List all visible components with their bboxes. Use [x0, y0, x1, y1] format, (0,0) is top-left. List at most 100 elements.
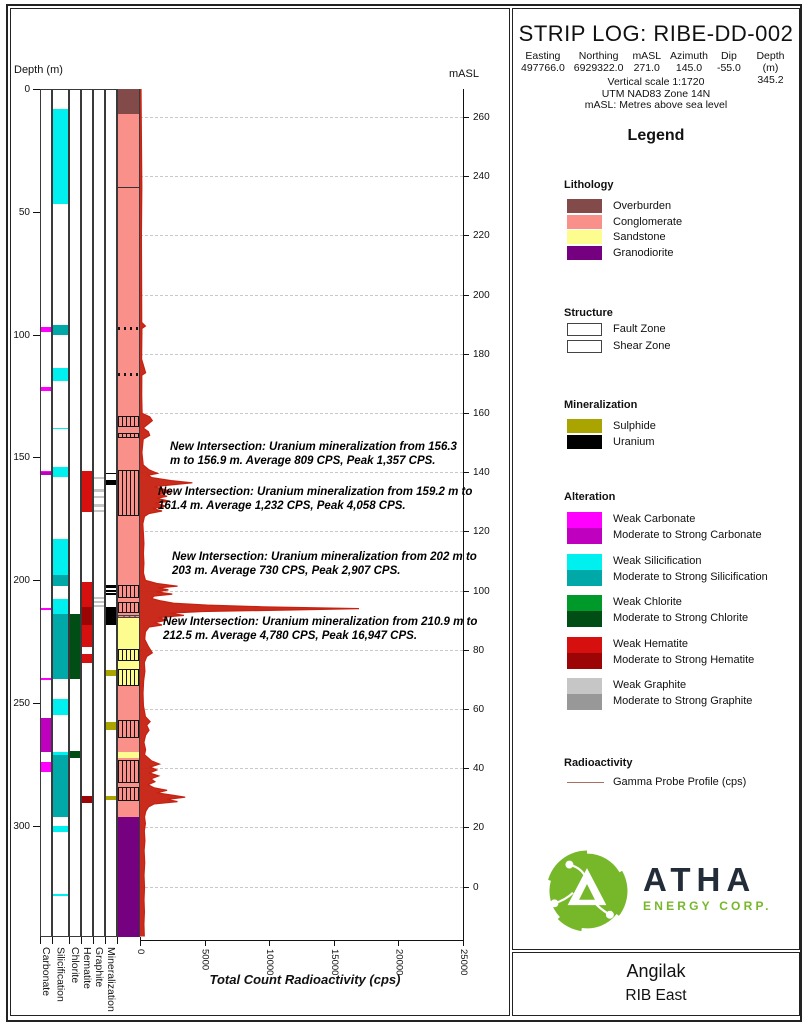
atha-logo-icon [543, 847, 628, 935]
alteration-silicification-strong [53, 575, 68, 587]
legend-label-strong: Moderate to Strong Chlorite [613, 612, 749, 624]
alteration-hematite-weak [82, 624, 92, 647]
depth-tick [33, 334, 40, 336]
masl-tick-label: 120 [473, 526, 490, 538]
structure-stipple-zone [118, 326, 139, 330]
radioactivity-tick-label: 15000 [328, 949, 340, 976]
gamma-profile-curve [140, 88, 360, 937]
legend-swatch-shear-zone [567, 340, 602, 353]
legend-section-structure: Structure [564, 307, 613, 319]
alteration-carbonate-weak [41, 470, 51, 473]
alteration-carbonate-weak [41, 762, 51, 772]
depth-tick-label: 150 [13, 452, 30, 464]
mineralization-uranium [106, 589, 116, 592]
structure-fault-zone [118, 786, 139, 802]
track-label-mineralization: Mineralization [105, 947, 117, 1012]
collar-field: Depth (m) 345.2 [750, 50, 791, 86]
masl-tick [463, 768, 469, 770]
legend-swatch-overburden [567, 199, 602, 213]
masl-tick-label: 0 [473, 881, 479, 893]
lithology-interval-sandstone [118, 751, 139, 759]
collar-field: Easting 497766.0 [521, 50, 565, 86]
masl-tick-label: 60 [473, 704, 485, 715]
alteration-silicification-weak [53, 108, 68, 205]
legend-label-weak: Weak Silicification [613, 554, 702, 567]
lithology-contact-line [117, 187, 140, 189]
radioactivity-tick-label: 25000 [458, 949, 469, 976]
note-masl: mASL: Metres above sea level [584, 99, 728, 111]
track-bottom-tick [81, 937, 82, 944]
depth-tick-label: 100 [13, 329, 30, 341]
alteration-silicification-weak [53, 893, 68, 896]
collar-field-value: 345.2 [757, 74, 784, 86]
depth-tick-label: 50 [18, 206, 30, 218]
legend-label-weak: Weak Graphite [613, 679, 687, 691]
masl-tick [463, 235, 469, 237]
collar-info-fields: Easting 497766.0 Northing 6929322.0 mASL 271.… [521, 50, 791, 86]
legend-label-strong: Moderate to Strong Hematite [613, 653, 755, 666]
masl-tick-label: 220 [473, 230, 490, 242]
structure-shear-zone [118, 614, 139, 619]
legend-swatch-sandstone [567, 230, 602, 244]
track-bottom-tick [93, 937, 94, 944]
mineralization-sulphide [106, 796, 116, 801]
mineralization-sulphide [106, 669, 116, 677]
legend-swatch-granodiorite [567, 245, 602, 260]
alteration-silicification-weak [53, 538, 68, 576]
alteration-hematite-weak [82, 581, 92, 608]
masl-tick-label: 20 [473, 822, 485, 834]
note-datum: UTM NAD83 Zone 14N [601, 87, 711, 100]
collar-field-label: Azimuth [670, 50, 708, 62]
legend-label-weak: Weak Carbonate [613, 513, 696, 525]
legend-label: Gamma Probe Profile (cps) [613, 776, 747, 788]
alteration-silicification-weak [53, 367, 68, 382]
legend-label-strong: Moderate to Strong Graphite [613, 695, 753, 707]
collar-field: Azimuth 145.0 [670, 50, 708, 86]
masl-tick [463, 353, 469, 355]
collar-field-label: Easting [525, 50, 561, 62]
masl-tick-label: 40 [473, 763, 485, 775]
track-label-graphite: Graphite [93, 947, 105, 988]
radioactivity-tick [398, 940, 400, 946]
radioactivity-axis-line [140, 940, 464, 941]
header-notes: Vertical scale 1:1720 UTM NAD83 Zone 14N… [513, 76, 799, 112]
track-carbonate [40, 89, 52, 937]
intersection-annotation: New Intersection: Uranium mineralization… [158, 486, 473, 512]
masl-gridline [140, 117, 463, 118]
masl-tick [463, 117, 469, 118]
radioactivity-tick [269, 940, 271, 946]
collar-field-value: 145.0 [675, 62, 703, 74]
track-label-chlorite: Chlorite [69, 947, 81, 984]
alteration-carbonate-strong [41, 472, 51, 476]
note-scale: Vertical scale 1:1720 [607, 76, 705, 88]
legend-label: Granodiorite [613, 246, 674, 259]
legend-swatch-strong [567, 694, 602, 710]
track-bottom-tick [69, 937, 70, 944]
mineralization-uranium [106, 607, 116, 625]
structure-fault-zone [118, 602, 139, 614]
collar-field-label: Depth (m) [756, 50, 785, 74]
alteration-silicification-weak [53, 427, 68, 429]
alteration-silicification-strong [53, 754, 68, 818]
track-bottom-tick [52, 937, 53, 944]
legend-label-weak: Weak Hematite [613, 637, 688, 650]
masl-tick [463, 413, 469, 414]
masl-tick-label: 160 [473, 408, 490, 419]
legend-label-strong: Moderate to Strong Silicification [613, 570, 768, 583]
alteration-graphite-weak [94, 597, 104, 599]
masl-gridline [140, 709, 463, 710]
masl-tick-label: 100 [473, 585, 490, 597]
radioactivity-tick-label: 0 [135, 949, 146, 955]
alteration-hematite-strong [82, 796, 92, 803]
intersection-annotation: New Intersection: Uranium mineralization… [163, 616, 478, 642]
radioactivity-tick-label: 5000 [199, 949, 211, 971]
masl-tick [463, 827, 469, 829]
depth-tick [33, 457, 40, 459]
intersection-annotation: New Intersection: Uranium mineralization… [172, 551, 477, 577]
legend-gamma-line [567, 782, 604, 783]
collar-field-value: 6929322.0 [573, 62, 624, 74]
legend-swatch-weak [567, 553, 602, 570]
structure-stipple-zone [118, 372, 139, 376]
alteration-chlorite-strong [70, 750, 80, 758]
